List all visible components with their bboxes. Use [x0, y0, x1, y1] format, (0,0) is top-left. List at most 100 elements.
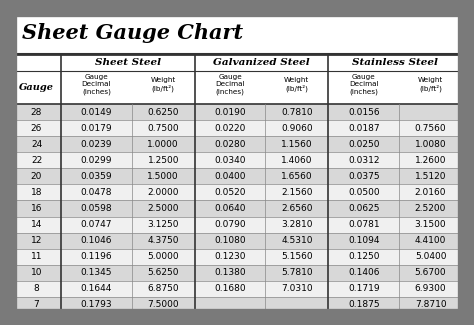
Text: 0.0280: 0.0280	[214, 140, 246, 149]
Text: 24: 24	[31, 140, 42, 149]
Bar	[12, 201, 462, 216]
Text: Weight
(lb/ft²): Weight (lb/ft²)	[151, 77, 176, 92]
Text: 0.6250: 0.6250	[147, 108, 179, 117]
Text: 1.6560: 1.6560	[281, 172, 313, 181]
Text: 7.8710: 7.8710	[415, 300, 447, 309]
Text: 5.0000: 5.0000	[147, 252, 179, 261]
Text: 5.6250: 5.6250	[147, 268, 179, 277]
Text: 0.0520: 0.0520	[214, 188, 246, 197]
Bar	[12, 233, 462, 249]
Bar	[12, 71, 462, 104]
Text: Gauge
Decimal
(inches): Gauge Decimal (inches)	[215, 74, 245, 95]
Bar	[12, 152, 462, 168]
Text: 4.5310: 4.5310	[281, 236, 313, 245]
Text: 5.0400: 5.0400	[415, 252, 447, 261]
Text: 0.0400: 0.0400	[214, 172, 246, 181]
Text: 2.5000: 2.5000	[147, 204, 179, 213]
Text: 1.5120: 1.5120	[415, 172, 447, 181]
Text: 0.1046: 0.1046	[81, 236, 112, 245]
Text: 1.1560: 1.1560	[281, 140, 313, 149]
Text: 0.0375: 0.0375	[348, 172, 380, 181]
Text: 4.4100: 4.4100	[415, 236, 446, 245]
Text: 6.8750: 6.8750	[147, 284, 179, 293]
Text: 0.1875: 0.1875	[348, 300, 380, 309]
Text: 0.0187: 0.0187	[348, 124, 380, 133]
Text: 0.0640: 0.0640	[214, 204, 246, 213]
Text: 0.0478: 0.0478	[81, 188, 112, 197]
Text: 18: 18	[31, 188, 42, 197]
Text: 20: 20	[31, 172, 42, 181]
Text: 0.7810: 0.7810	[281, 108, 313, 117]
Text: 5.1560: 5.1560	[281, 252, 313, 261]
Text: 11: 11	[31, 252, 42, 261]
Text: 0.1196: 0.1196	[81, 252, 112, 261]
Text: 0.1644: 0.1644	[81, 284, 112, 293]
Bar	[12, 184, 462, 201]
Text: 0.0312: 0.0312	[348, 156, 380, 165]
Text: Weight
(lb/ft²): Weight (lb/ft²)	[418, 77, 443, 92]
Bar	[12, 281, 462, 297]
Text: 2.0160: 2.0160	[415, 188, 447, 197]
Text: 2.5200: 2.5200	[415, 204, 446, 213]
Text: 0.1080: 0.1080	[214, 236, 246, 245]
Bar	[12, 104, 462, 120]
Text: 0.0790: 0.0790	[214, 220, 246, 229]
Text: 1.5000: 1.5000	[147, 172, 179, 181]
Text: 7.5000: 7.5000	[147, 300, 179, 309]
Text: 26: 26	[31, 124, 42, 133]
Bar	[12, 297, 462, 313]
Text: 0.1680: 0.1680	[214, 284, 246, 293]
Text: 5.6700: 5.6700	[415, 268, 447, 277]
Bar	[12, 168, 462, 184]
Text: 0.0359: 0.0359	[81, 172, 112, 181]
Text: 1.2600: 1.2600	[415, 156, 447, 165]
Text: Sheet Steel: Sheet Steel	[95, 58, 161, 67]
Text: 0.7500: 0.7500	[147, 124, 179, 133]
Text: 1.0000: 1.0000	[147, 140, 179, 149]
Text: 0.1094: 0.1094	[348, 236, 380, 245]
Text: 0.1345: 0.1345	[81, 268, 112, 277]
Text: 14: 14	[31, 220, 42, 229]
Bar	[12, 216, 462, 233]
Text: 2.0000: 2.0000	[147, 188, 179, 197]
Text: 1.4060: 1.4060	[281, 156, 313, 165]
Text: Weight
(lb/ft²): Weight (lb/ft²)	[284, 77, 310, 92]
Text: 1.0080: 1.0080	[415, 140, 447, 149]
Text: 0.0500: 0.0500	[348, 188, 380, 197]
Bar	[12, 136, 462, 152]
Text: 22: 22	[31, 156, 42, 165]
Text: Gauge
Decimal
(inches): Gauge Decimal (inches)	[82, 74, 111, 95]
Text: 0.0220: 0.0220	[214, 124, 246, 133]
Text: 0.1380: 0.1380	[214, 268, 246, 277]
Text: 0.1719: 0.1719	[348, 284, 380, 293]
Text: 16: 16	[31, 204, 42, 213]
Text: 4.3750: 4.3750	[147, 236, 179, 245]
Text: Gauge: Gauge	[19, 83, 54, 92]
Bar	[12, 120, 462, 136]
Text: 7.0310: 7.0310	[281, 284, 313, 293]
Text: 3.2810: 3.2810	[281, 220, 313, 229]
Text: 2.1560: 2.1560	[281, 188, 313, 197]
Text: Stainless Steel: Stainless Steel	[352, 58, 438, 67]
Text: 0.1406: 0.1406	[348, 268, 380, 277]
Text: Sheet Gauge Chart: Sheet Gauge Chart	[22, 23, 243, 43]
Text: 1.2500: 1.2500	[147, 156, 179, 165]
Bar	[12, 249, 462, 265]
Text: 0.0190: 0.0190	[214, 108, 246, 117]
Text: 0.1793: 0.1793	[81, 300, 112, 309]
Text: 0.1230: 0.1230	[214, 252, 246, 261]
Text: 3.1250: 3.1250	[147, 220, 179, 229]
Text: 2.6560: 2.6560	[281, 204, 313, 213]
Text: 0.0781: 0.0781	[348, 220, 380, 229]
Text: 0.1250: 0.1250	[348, 252, 380, 261]
Text: 28: 28	[31, 108, 42, 117]
Text: 12: 12	[31, 236, 42, 245]
Text: 0.0598: 0.0598	[81, 204, 112, 213]
Text: 0.0156: 0.0156	[348, 108, 380, 117]
Text: 5.7810: 5.7810	[281, 268, 313, 277]
Text: 0.0149: 0.0149	[81, 108, 112, 117]
Text: 0.9060: 0.9060	[281, 124, 313, 133]
Text: Gauge
Decimal
(inches): Gauge Decimal (inches)	[349, 74, 378, 95]
Text: 0.7560: 0.7560	[415, 124, 447, 133]
Text: 6.9300: 6.9300	[415, 284, 447, 293]
